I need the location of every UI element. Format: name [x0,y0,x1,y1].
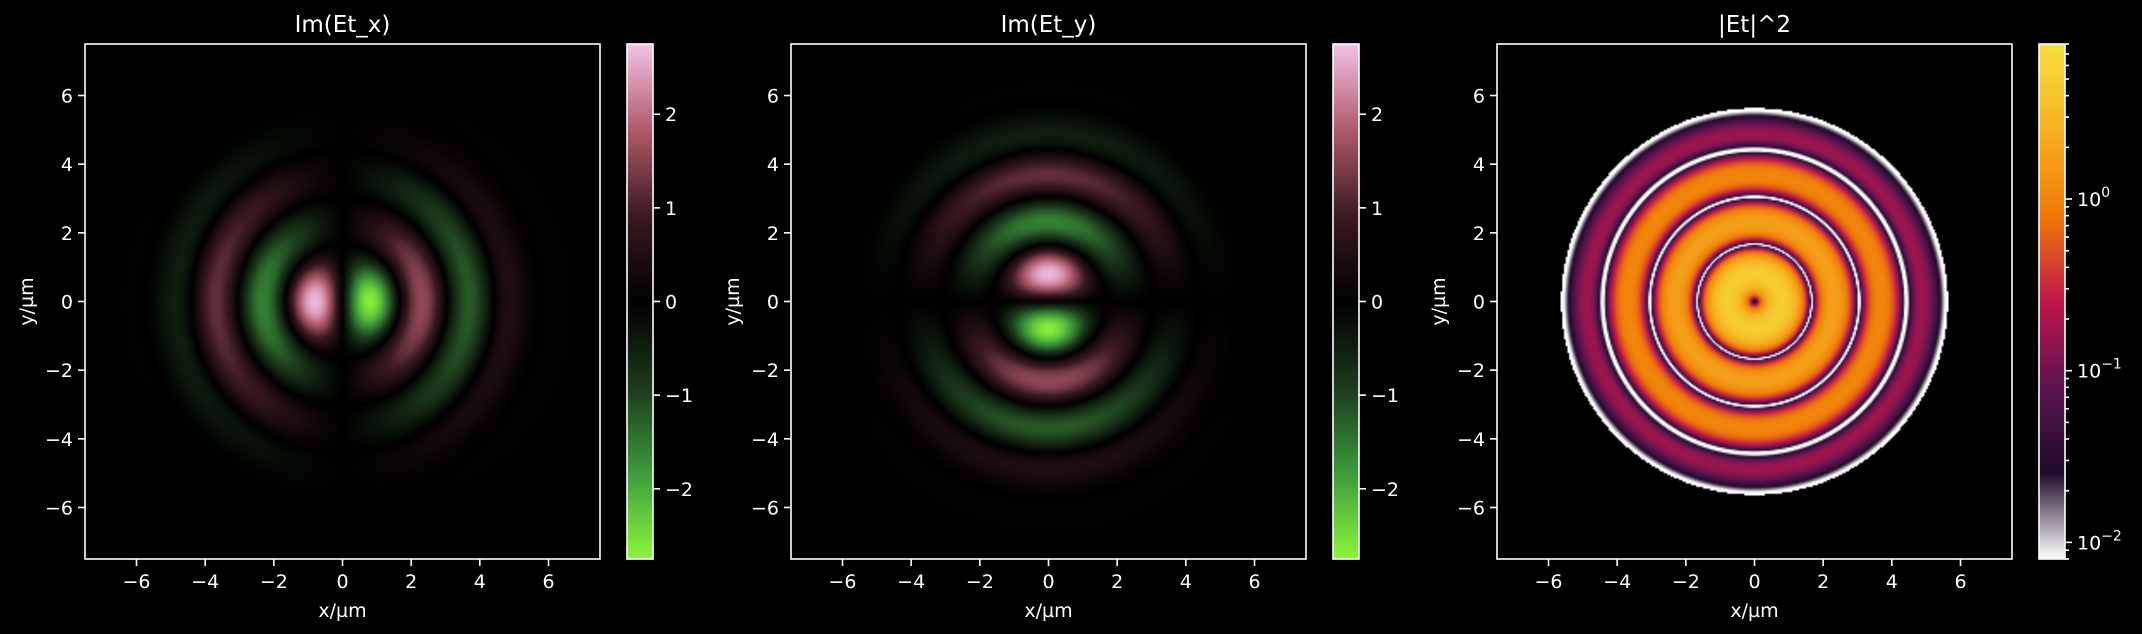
field-heatmap [1497,44,2012,559]
colorbar-tick-label: −2 [1371,479,1399,501]
x-tick-label: −6 [828,571,856,593]
y-tick-label: −2 [1457,360,1485,382]
colorbar: 10−2 10−1 100 [2038,43,2122,560]
y-tick-label: 2 [767,223,779,245]
x-tick-label: 4 [474,571,486,593]
y-tick-label: −4 [751,429,779,451]
colorbar-tick-label: −1 [1371,385,1399,407]
panel-title: Im(Et_x) [295,12,391,38]
y-tick-label: −6 [1457,498,1485,520]
colorbar-tick-label: −2 [665,479,693,501]
x-axis-label: x/µm [1730,600,1778,622]
y-tick-label: 6 [61,86,73,108]
y-tick-label: 4 [1473,154,1485,176]
colorbar-tick-label: 0 [665,292,677,314]
x-tick-label: 4 [1886,571,1898,593]
x-tick-label: −4 [191,571,219,593]
field-heatmap [791,44,1306,559]
x-tick-label: −2 [966,571,994,593]
y-tick-label: 2 [61,223,73,245]
y-tick-label: −2 [45,360,73,382]
colorbar-tick-label: 10−2 [2077,528,2122,554]
x-tick-label: −4 [897,571,925,593]
panel-3: |Et|^2−6 −4 −2 0 2 4 6−6−4−20246x/µmy/µm10−210… [1428,12,2122,622]
y-tick-label: −6 [751,498,779,520]
panel-2: Im(Et_y) −6 −4 −2 0 2 4 6 −6 −4 −2 0 2 4 6 x/µm y/µm −2 −1… [722,12,1399,622]
colorbar-gradient [1333,44,1359,559]
x-tick-label: 6 [1954,571,1966,593]
colorbar-tick-label: −1 [665,385,693,407]
x-tick-label: 0 [1748,571,1760,593]
y-axis-label: y/µm [16,277,38,325]
x-tick-label: 0 [1042,571,1054,593]
x-axis-label: x/µm [1024,600,1072,622]
y-tick-label: 0 [61,292,73,314]
colorbar-gradient [627,44,653,559]
x-tick-label: −6 [1534,571,1562,593]
x-tick-label: 6 [1248,571,1260,593]
x-tick-label: −6 [122,571,150,593]
colorbar-tick-label: 1 [665,198,677,220]
colorbar-tick-label: 10−1 [2077,357,2122,383]
x-tick-label: −4 [1603,571,1631,593]
x-axis-label: x/µm [318,600,366,622]
colorbar-tick-label: 1 [1371,198,1383,220]
y-tick-label: −4 [1457,429,1485,451]
y-tick-label: −4 [45,429,73,451]
y-tick-label: −6 [45,498,73,520]
colorbar: −2 −1 0 1 2 [1332,43,1399,560]
y-axis-label: y/µm [1428,277,1450,325]
colorbar-tick-label: 0 [1371,292,1383,314]
y-tick-label: 4 [61,154,73,176]
y-tick-label: 0 [767,292,779,314]
x-tick-label: 2 [1111,571,1123,593]
y-tick-label: 0 [1473,292,1485,314]
colorbar-tick-label: 2 [665,104,677,126]
field-heatmap [85,44,600,559]
colorbar-gradient [2039,44,2065,559]
x-tick-label: 0 [336,571,348,593]
y-tick-label: 6 [767,86,779,108]
y-tick-label: 4 [767,154,779,176]
y-axis-label: y/µm [722,277,744,325]
x-tick-label: 2 [1817,571,1829,593]
y-tick-label: −2 [751,360,779,382]
panel-title: |Et|^2 [1718,12,1791,38]
colorbar: −2 −1 0 1 2 [626,43,693,560]
x-tick-label: −2 [1672,571,1700,593]
panel-title: Im(Et_y) [1001,12,1097,38]
x-tick-label: 6 [542,571,554,593]
x-tick-label: 4 [1180,571,1192,593]
colorbar-tick-label: 2 [1371,104,1383,126]
colorbar-tick-label: 100 [2077,185,2110,211]
panel-1: Im(Et_x) −6 −4 −2 0 2 4 6 −6 −4 −2 0 2 4 6 x/µm y/µm −2 −1… [16,12,693,622]
x-tick-label: −2 [260,571,288,593]
x-tick-label: 2 [405,571,417,593]
y-tick-label: 6 [1473,86,1485,108]
colorbar-frame [2038,43,2066,560]
y-tick-label: 2 [1473,223,1485,245]
